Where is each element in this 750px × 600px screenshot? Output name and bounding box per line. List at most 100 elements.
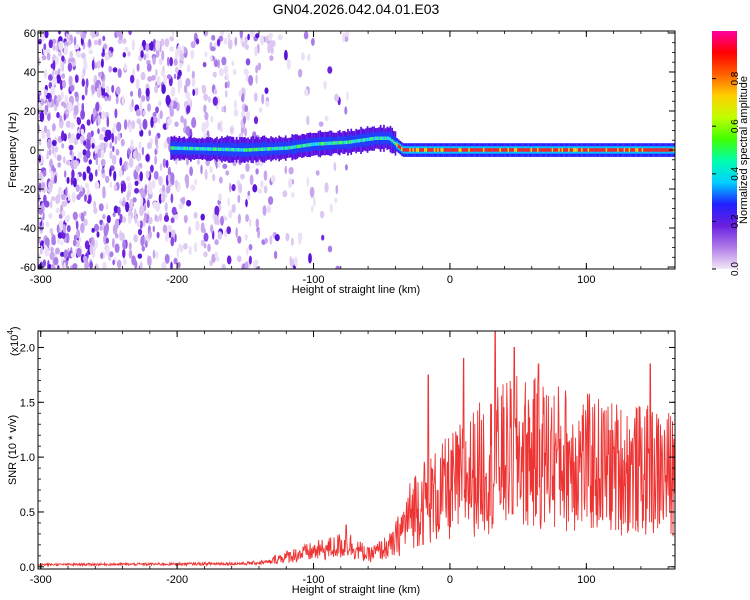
heatmap-cell <box>270 147 272 151</box>
heatmap-cell <box>200 222 205 234</box>
heatmap-cell <box>290 258 295 267</box>
heatmap-cell <box>183 214 188 224</box>
heatmap-cell <box>212 147 215 151</box>
heatmap-cell <box>102 35 106 42</box>
heatmap-cell <box>154 85 159 94</box>
heatmap-cell <box>81 73 85 81</box>
heatmap-cell <box>133 208 137 218</box>
heatmap-cell <box>641 148 644 152</box>
heatmap-cell <box>366 137 369 142</box>
heatmap-cell <box>39 245 43 255</box>
heatmap-cell <box>145 170 150 179</box>
heatmap-cell <box>61 73 66 79</box>
heatmap-cell <box>51 196 56 202</box>
heatmap-cell <box>378 136 380 140</box>
heatmap-cell <box>133 234 139 243</box>
heatmap-cell <box>592 148 595 152</box>
heatmap-cell <box>350 140 353 144</box>
heatmap-cell <box>145 154 150 162</box>
heatmap-cell <box>248 244 253 251</box>
heatmap-cell <box>201 147 204 151</box>
heatmap-cell <box>155 251 159 260</box>
heatmap-cell <box>99 225 103 231</box>
heatmap-cell <box>229 182 232 193</box>
heatmap-cell <box>203 232 209 242</box>
heatmap-cell <box>342 140 344 145</box>
heatmap-cell <box>284 146 287 150</box>
heatmap-cell <box>50 63 55 69</box>
heatmap-cell <box>73 105 79 116</box>
heatmap-cell <box>122 216 127 223</box>
heatmap-cell <box>192 88 196 97</box>
heatmap-cell <box>217 159 221 168</box>
heatmap-y-ticks: 60 40 20 0 -20 -40 -60 <box>20 28 675 274</box>
heatmap-cell <box>304 143 307 148</box>
heatmap-cell <box>99 219 104 226</box>
heatmap-cell <box>146 63 152 72</box>
heatmap-cell <box>160 38 165 47</box>
heatmap-cell <box>333 162 337 172</box>
heatmap-cell <box>212 230 215 240</box>
heatmap-cell <box>479 148 482 152</box>
heatmap-cell <box>80 128 85 136</box>
heatmap-cell <box>53 257 59 266</box>
heatmap-cell <box>237 235 242 244</box>
heatmap-cell <box>327 141 330 146</box>
heatmap-cell <box>561 148 564 152</box>
heatmap-cell <box>124 160 127 171</box>
heatmap-cell <box>355 139 357 143</box>
heatmap-cell <box>204 51 208 58</box>
heatmap-cell <box>178 203 184 210</box>
y-tick-label: 20 <box>24 106 36 118</box>
heatmap-cell <box>50 246 54 254</box>
heatmap-cell <box>234 148 236 152</box>
heatmap-cell <box>143 212 147 222</box>
heatmap-cell <box>66 32 71 40</box>
heatmap-cell <box>183 84 188 94</box>
heatmap-cell <box>464 148 467 152</box>
heatmap-cell <box>270 175 276 183</box>
heatmap-cell <box>297 68 303 78</box>
heatmap-cell <box>97 163 101 172</box>
heatmap-cell <box>100 86 106 96</box>
heatmap-cell <box>145 43 150 52</box>
heatmap-cell <box>112 212 116 218</box>
heatmap-cell <box>579 148 582 152</box>
heatmap-cell <box>111 84 115 93</box>
heatmap-cell <box>154 135 159 147</box>
heatmap-cell <box>63 170 67 178</box>
heatmap-cell <box>45 221 50 228</box>
heatmap-cell <box>71 169 75 180</box>
heatmap-cell <box>113 170 117 182</box>
heatmap-cell <box>496 148 498 152</box>
heatmap-cell <box>47 264 52 269</box>
heatmap-cell <box>255 33 260 39</box>
heatmap-cell <box>190 41 196 49</box>
heatmap-cell <box>191 117 197 128</box>
heatmap-cell <box>623 148 626 152</box>
heatmap-cell <box>111 154 117 166</box>
heatmap-cell <box>97 148 102 158</box>
heatmap-cell <box>128 249 133 259</box>
heatmap-cell <box>120 138 125 147</box>
heatmap-cell <box>50 263 56 269</box>
heatmap-cell <box>115 94 119 105</box>
heatmap-cell <box>360 138 362 143</box>
heatmap-cell <box>76 117 82 126</box>
heatmap-cell <box>158 57 163 65</box>
heatmap-cell <box>115 148 120 156</box>
heatmap-cell <box>244 105 248 113</box>
heatmap-cell <box>200 239 205 247</box>
heatmap-cell <box>63 156 66 164</box>
heatmap-cell <box>566 148 569 152</box>
heatmap-cell <box>42 186 46 194</box>
heatmap-cell <box>102 214 106 220</box>
heatmap-cell <box>317 142 320 146</box>
heatmap-cell <box>214 147 217 151</box>
heatmap-cell <box>55 247 60 255</box>
heatmap-cell <box>232 147 235 152</box>
heatmap-cell <box>86 166 91 174</box>
heatmap-cell <box>183 146 186 151</box>
heatmap-cell <box>127 51 131 57</box>
